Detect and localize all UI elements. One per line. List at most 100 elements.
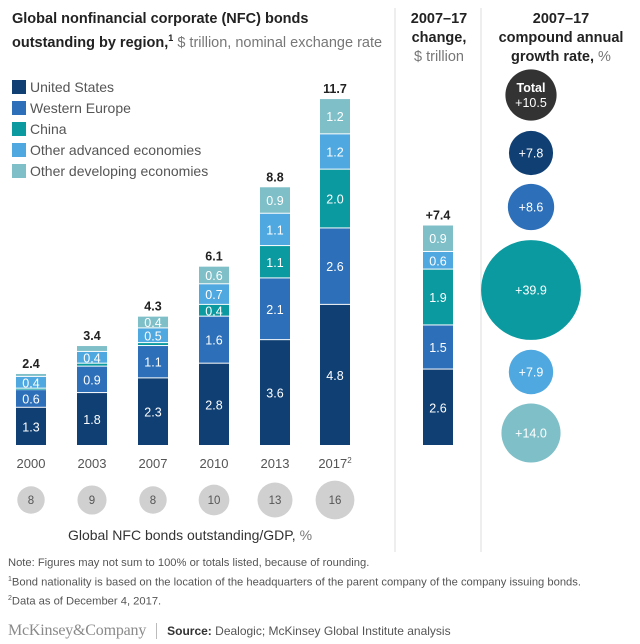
- segment-label: 4.8: [326, 369, 343, 383]
- bar-segment-2017-4: [320, 99, 350, 134]
- cagr-bubble-1: [508, 130, 554, 176]
- bar-segment-2007-1: [138, 346, 168, 378]
- bar-segment-2010-1: [199, 316, 229, 363]
- cagr-bubble-label: +8.6: [519, 201, 544, 215]
- bar-segment-2017-0: [320, 304, 350, 445]
- legend-label: Other advanced economies: [30, 141, 202, 158]
- stacked-bars: 1.3 0.6 0.4 2.4 2000 1.8 0.9 0.4 3.4 2003 2.3 1.1 0.…: [16, 82, 352, 471]
- gdp-bubble-label: 8: [150, 495, 156, 507]
- gdp-bubble-label: 10: [208, 495, 221, 507]
- change-segment-0: [423, 369, 453, 445]
- gdp-bubble-2007: [139, 486, 167, 514]
- legend-item-united-states: United States: [12, 76, 208, 97]
- bar-total-label: 2.4: [22, 357, 39, 371]
- segment-label: 1.1: [266, 223, 283, 237]
- bar-segment-2000-0: [16, 407, 46, 445]
- change-segment-3: [423, 251, 453, 269]
- change-segment-label: 0.6: [429, 254, 446, 268]
- change-header-line1: 2007–17: [410, 11, 468, 27]
- segment-label: 2.1: [266, 303, 283, 317]
- segment-label: 0.9: [83, 373, 100, 387]
- bar-total-label: 4.3: [144, 300, 161, 314]
- bar-segment-2003-0: [77, 393, 107, 445]
- cagr-bubbles: Total+10.5 +7.8 +8.6 +39.9 +7.9 +14.0: [481, 69, 581, 463]
- segment-label: 2.8: [205, 398, 222, 412]
- segment-label: 0.6: [205, 269, 222, 283]
- bar-segment-2000-3: [16, 376, 46, 388]
- gdp-bubble-2010: [198, 484, 230, 516]
- change-segment-2: [423, 269, 453, 325]
- bar-segment-2017-3: [320, 134, 350, 169]
- bar-segment-2007-3: [138, 328, 168, 343]
- legend-swatch: [12, 100, 26, 115]
- change-header-line2: change,: [411, 30, 467, 46]
- legend-swatch: [12, 142, 26, 157]
- footer-divider: [156, 623, 158, 639]
- cagr-bubble-label: +10.5: [515, 96, 547, 110]
- x-tick-label: 2003: [78, 456, 107, 471]
- title-unit: $ trillion, nominal exchange rate: [173, 34, 383, 51]
- segment-label: 2.3: [144, 406, 161, 420]
- cagr-bubble-0: [505, 69, 557, 121]
- x-tick-label: 2010: [200, 456, 229, 471]
- bar-segment-2013-4: [260, 187, 290, 213]
- segment-label: 0.9: [266, 194, 283, 208]
- bar-segment-2007-4: [138, 316, 168, 328]
- bar-segment-2013-0: [260, 340, 290, 445]
- legend-label: United States: [30, 78, 115, 95]
- bar-segment-2013-2: [260, 246, 290, 278]
- segment-label: 2.0: [326, 193, 343, 207]
- bar-total-label: 3.4: [83, 329, 100, 343]
- bar-segment-2003-1: [77, 366, 107, 393]
- segment-label: 1.2: [326, 146, 343, 160]
- notes: Note: Figures may not sum to 100% or tot…: [8, 556, 581, 610]
- gdp-bubbles: 8 9 8 10 13 16: [17, 480, 355, 520]
- cagr-bubble-label: +7.9: [519, 366, 544, 380]
- legend-label: China: [30, 120, 67, 137]
- segment-label: 0.4: [83, 351, 100, 365]
- segment-label: 1.1: [144, 356, 161, 370]
- segment-label: 0.5: [144, 329, 161, 343]
- bar-segment-2013-3: [260, 213, 290, 246]
- change-segment-label: 2.6: [429, 401, 446, 415]
- segment-label: 2.6: [326, 260, 343, 274]
- gdp-bubble-2000: [17, 486, 45, 514]
- segment-label: 0.4: [22, 376, 39, 390]
- x-tick-label: 2013: [261, 456, 290, 471]
- cagr-header-line1: 2007–17: [532, 11, 590, 27]
- segment-label: 0.4: [144, 316, 161, 330]
- footnote-1: 1Bond nationality is based on the locati…: [8, 575, 581, 589]
- bar-segment-2010-3: [199, 284, 229, 304]
- bar-segment-2013-1: [260, 278, 290, 340]
- segment-label: 0.7: [205, 288, 222, 302]
- gdp-label-unit: %: [295, 527, 313, 543]
- gdp-bubble-2013: [257, 482, 293, 518]
- bar-segment-2017-1: [320, 228, 350, 304]
- gdp-ratio-label: Global NFC bonds outstanding/GDP, %: [0, 527, 380, 543]
- bar-total-label: 8.8: [266, 170, 283, 184]
- brand-logo: McKinsey&Company: [8, 622, 147, 639]
- change-segment-1: [423, 325, 453, 369]
- gdp-bubble-2017: [315, 480, 355, 520]
- segment-label: 0.4: [205, 304, 222, 318]
- gdp-bubble-label: 8: [28, 495, 34, 507]
- segment-label: 1.6: [205, 334, 222, 348]
- cagr-bubble-3: [481, 240, 581, 340]
- cagr-total-title: Total: [517, 81, 546, 95]
- footnote-2: 2Data as of December 4, 2017.: [8, 594, 162, 608]
- change-segment-label: 1.9: [429, 291, 446, 305]
- legend-swatch: [12, 163, 26, 178]
- bar-segment-2003-2: [77, 363, 107, 366]
- gdp-label-text: Global NFC bonds outstanding/GDP,: [67, 527, 296, 543]
- legend-item-western-europe: Western Europe: [12, 97, 208, 118]
- legend-label: Western Europe: [30, 99, 131, 116]
- source-text: Source: Dealogic; McKinsey Global Instit…: [167, 624, 451, 638]
- title-main: Global nonfinancial corporate (NFC) bond…: [12, 11, 309, 51]
- cagr-header-unit: %: [594, 49, 611, 65]
- chart-title: Global nonfinancial corporate (NFC) bond…: [12, 10, 392, 53]
- legend-label: Other developing economies: [30, 162, 209, 179]
- legend-swatch: [12, 121, 26, 136]
- x-tick-label: 20172: [318, 456, 352, 471]
- bar-segment-2010-4: [199, 266, 229, 284]
- segment-label: 1.1: [266, 256, 283, 270]
